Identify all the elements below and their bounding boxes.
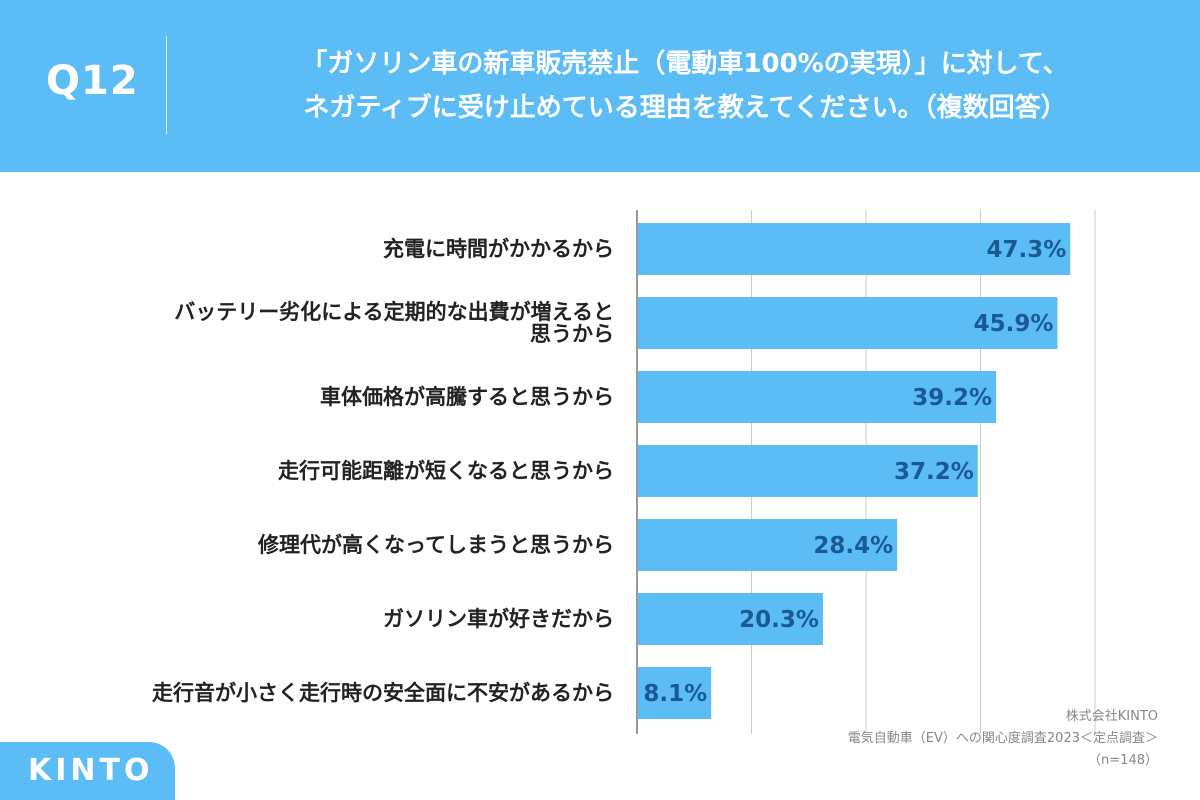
- source-survey: 電気自動車（EV）への関心度調査2023＜定点調査＞: [847, 731, 1158, 746]
- category-label: ガソリン車が好きだから: [383, 607, 614, 631]
- bar: [638, 371, 997, 423]
- header: Q12 「ガソリン車の新車販売禁止（電動車100%の実現）」に対して、 ネガティ…: [0, 0, 1200, 170]
- source-credit: 株式会社KINTO 電気自動車（EV）への関心度調査2023＜定点調査＞ （n=…: [848, 706, 1158, 772]
- question-title: 「ガソリン車の新車販売禁止（電動車100%の実現）」に対して、 ネガティブに受け…: [190, 42, 1180, 130]
- bar: [638, 223, 1071, 275]
- chart-panel: 47.3% 充電に時間がかかるから 45.9% バッテリー劣化による定期的な出費が増え…: [0, 172, 1200, 800]
- bar: [638, 445, 978, 497]
- header-divider: [166, 36, 167, 134]
- category-label: 車体価格が高騰すると思うから: [320, 385, 614, 409]
- category-label: 修理代が高くなってしまうと思うから: [257, 533, 614, 557]
- bar-chart: 47.3% 充電に時間がかかるから 45.9% バッテリー劣化による定期的な出費が増え…: [152, 210, 1096, 734]
- source-sample: （n=148）: [1088, 753, 1158, 768]
- bar: [638, 297, 1058, 349]
- bar: [638, 667, 712, 719]
- bar-value-label: 37.2%: [894, 459, 974, 485]
- bar: [638, 593, 823, 645]
- logo-tab: KINTO: [0, 742, 175, 800]
- question-title-line-2: ネガティブに受け止めている理由を教えてください。（複数回答）: [303, 93, 1067, 123]
- category-label: 充電に時間がかかるから: [383, 237, 614, 261]
- category-label: 思うから: [530, 322, 614, 346]
- bar-value-label: 45.9%: [974, 311, 1054, 337]
- question-title-line-1: 「ガソリン車の新車販売禁止（電動車100%の実現）」に対して、: [301, 49, 1069, 79]
- bar-value-label: 20.3%: [739, 607, 819, 633]
- bar-value-label: 39.2%: [912, 385, 992, 411]
- source-company: 株式会社KINTO: [1065, 709, 1158, 724]
- kinto-logo: KINTO: [28, 753, 154, 788]
- question-number: Q12: [46, 58, 139, 104]
- bar: [638, 519, 898, 571]
- bar-value-label: 28.4%: [813, 533, 893, 559]
- category-label: バッテリー劣化による定期的な出費が増えると: [174, 300, 614, 324]
- category-label: 走行可能距離が短くなると思うから: [278, 459, 614, 483]
- category-label: 走行音が小さく走行時の安全面に不安があるから: [152, 681, 614, 705]
- bar-value-label: 8.1%: [643, 681, 707, 707]
- bar-value-label: 47.3%: [986, 237, 1066, 263]
